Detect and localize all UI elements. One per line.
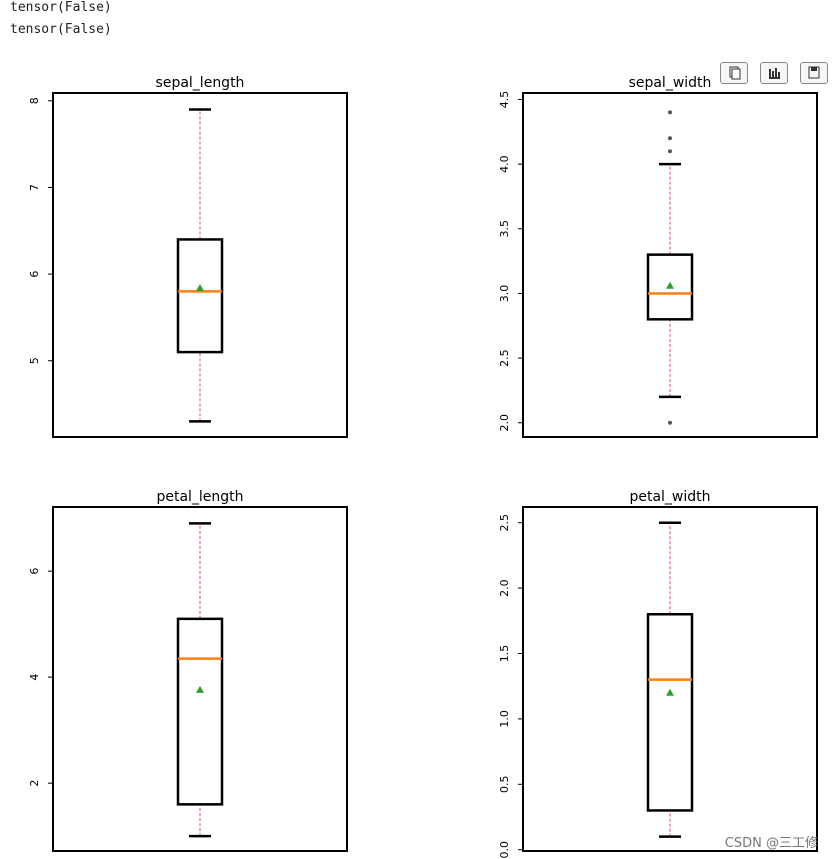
- flier: [668, 136, 672, 141]
- y-tick-label: 4: [28, 674, 41, 681]
- y-tick-label: 0.0: [498, 841, 511, 859]
- output-line: tensor(False): [10, 0, 112, 15]
- y-tick-label: 4.0: [498, 155, 511, 173]
- box: [176, 617, 224, 806]
- y-tick-label: 5: [28, 357, 41, 364]
- y-tick-label: 0.5: [498, 776, 511, 794]
- chart-title: sepal_width: [629, 75, 712, 91]
- box: [176, 238, 224, 354]
- y-tick-label: 3.5: [498, 220, 511, 238]
- y-tick-label: 2.5: [498, 349, 511, 367]
- y-tick-label: 7: [28, 184, 41, 191]
- chart-title: petal_length: [156, 489, 243, 505]
- save-button[interactable]: [800, 62, 828, 84]
- y-tick-label: 6: [28, 568, 41, 575]
- plot-frame: [52, 92, 348, 438]
- mean-marker: [196, 283, 204, 291]
- chart-title: petal_width: [629, 489, 710, 505]
- y-tick-label: 3.0: [498, 285, 511, 303]
- y-tick-label: 4.5: [498, 91, 511, 109]
- y-tick-label: 2.0: [498, 414, 511, 432]
- y-tick-label: 8: [28, 97, 41, 104]
- copy-button[interactable]: [720, 62, 748, 84]
- plot-frame: [522, 506, 818, 852]
- box: [646, 613, 694, 812]
- mean-marker: [196, 685, 204, 693]
- mean-marker: [666, 688, 674, 696]
- chart-title: sepal_length: [156, 75, 245, 91]
- y-tick-label: 2.0: [498, 579, 511, 597]
- box: [646, 253, 694, 321]
- y-tick-label: 6: [28, 271, 41, 278]
- y-tick-label: 1.5: [498, 645, 511, 663]
- mean-marker: [666, 281, 674, 289]
- chart-button[interactable]: [760, 62, 788, 84]
- y-tick-label: 1.0: [498, 710, 511, 728]
- watermark: CSDN @三工修: [724, 836, 818, 851]
- output-line: tensor(False): [10, 22, 112, 37]
- y-tick-label: 2.5: [498, 514, 511, 532]
- plot-frame: [522, 92, 818, 438]
- flier: [668, 110, 672, 115]
- flier: [668, 420, 672, 425]
- flier: [668, 149, 672, 154]
- plot-frame: [52, 506, 348, 852]
- y-tick-label: 2: [28, 780, 41, 787]
